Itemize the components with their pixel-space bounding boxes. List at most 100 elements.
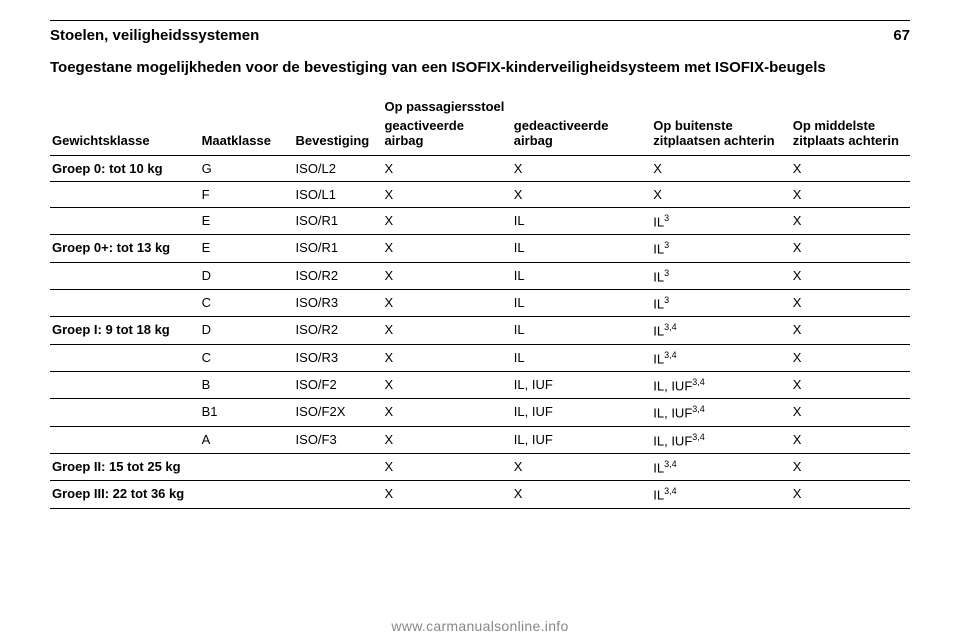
cell-rear-middle: X bbox=[791, 399, 910, 426]
cell-rear-middle: X bbox=[791, 235, 910, 262]
cell-passenger-deactive: IL, IUF bbox=[512, 372, 651, 399]
cell-fix bbox=[294, 481, 383, 508]
cell-rear-outer: IL3 bbox=[651, 290, 790, 317]
cell-passenger-active: X bbox=[382, 317, 511, 344]
cell-weight: Groep I: 9 tot 18 kg bbox=[50, 317, 200, 344]
cell-rear-middle: X bbox=[791, 290, 910, 317]
table-row: Groep I: 9 tot 18 kgDISO/R2XILIL3,4X bbox=[50, 317, 910, 344]
cell-size: E bbox=[200, 208, 294, 235]
cell-rear-middle: X bbox=[791, 156, 910, 182]
cell-rear-middle: X bbox=[791, 481, 910, 508]
cell-rear-outer: IL3,4 bbox=[651, 344, 790, 371]
cell-weight bbox=[50, 399, 200, 426]
cell-fix: ISO/R2 bbox=[294, 262, 383, 289]
cell-fix: ISO/R2 bbox=[294, 317, 383, 344]
cell-passenger-deactive: IL, IUF bbox=[512, 426, 651, 453]
cell-passenger-active: X bbox=[382, 372, 511, 399]
cell-rear-outer-sup: 3 bbox=[664, 240, 669, 250]
cell-rear-outer-sup: 3,4 bbox=[692, 432, 705, 442]
cell-passenger-active: X bbox=[382, 399, 511, 426]
cell-passenger-active: X bbox=[382, 235, 511, 262]
cell-weight: Groep III: 22 tot 36 kg bbox=[50, 481, 200, 508]
col-size: Maatklasse bbox=[200, 96, 294, 155]
cell-rear-outer: IL3 bbox=[651, 208, 790, 235]
table-row: DISO/R2XILIL3X bbox=[50, 262, 910, 289]
cell-rear-middle: X bbox=[791, 317, 910, 344]
cell-passenger-active: X bbox=[382, 481, 511, 508]
cell-weight: Groep 0: tot 10 kg bbox=[50, 156, 200, 182]
cell-rear-middle: X bbox=[791, 262, 910, 289]
table-row: Groep III: 22 tot 36 kgXXIL3,4X bbox=[50, 481, 910, 508]
cell-size bbox=[200, 481, 294, 508]
cell-rear-outer: IL3,4 bbox=[651, 453, 790, 480]
cell-passenger-active: X bbox=[382, 344, 511, 371]
cell-weight bbox=[50, 372, 200, 399]
cell-passenger-deactive: IL, IUF bbox=[512, 399, 651, 426]
cell-passenger-deactive: IL bbox=[512, 235, 651, 262]
cell-passenger-active: X bbox=[382, 426, 511, 453]
cell-size: C bbox=[200, 290, 294, 317]
table-row: CISO/R3XILIL3X bbox=[50, 290, 910, 317]
table-head: Gewichtsklasse Maatklasse Bevestiging Op… bbox=[50, 96, 910, 155]
table-row: EISO/R1XILIL3X bbox=[50, 208, 910, 235]
cell-passenger-active: X bbox=[382, 453, 511, 480]
cell-passenger-deactive: X bbox=[512, 453, 651, 480]
table-row: AISO/F3XIL, IUFIL, IUF3,4X bbox=[50, 426, 910, 453]
cell-rear-outer: IL, IUF3,4 bbox=[651, 399, 790, 426]
table-row: CISO/R3XILIL3,4X bbox=[50, 344, 910, 371]
table-row: Groep 0: tot 10 kgGISO/L2XXXX bbox=[50, 156, 910, 182]
cell-fix: ISO/F2 bbox=[294, 372, 383, 399]
cell-rear-outer: IL, IUF3,4 bbox=[651, 372, 790, 399]
cell-weight bbox=[50, 344, 200, 371]
cell-rear-outer-sup: 3,4 bbox=[664, 350, 677, 360]
col-passenger-deactive: gedeacti­veerde airbag bbox=[512, 115, 651, 156]
cell-passenger-deactive: X bbox=[512, 182, 651, 208]
cell-weight bbox=[50, 426, 200, 453]
cell-weight: Groep II: 15 tot 25 kg bbox=[50, 453, 200, 480]
cell-size: A bbox=[200, 426, 294, 453]
cell-passenger-deactive: IL bbox=[512, 344, 651, 371]
cell-rear-outer: IL3 bbox=[651, 235, 790, 262]
cell-rear-outer-sup: 3 bbox=[664, 213, 669, 223]
cell-passenger-deactive: IL bbox=[512, 208, 651, 235]
cell-size: E bbox=[200, 235, 294, 262]
cell-passenger-deactive: X bbox=[512, 481, 651, 508]
cell-passenger-active: X bbox=[382, 262, 511, 289]
cell-weight bbox=[50, 290, 200, 317]
cell-passenger-active: X bbox=[382, 290, 511, 317]
page-header: Stoelen, veiligheidssystemen 67 bbox=[50, 27, 910, 44]
cell-rear-middle: X bbox=[791, 453, 910, 480]
cell-passenger-deactive: IL bbox=[512, 262, 651, 289]
col-passenger-span: Op passagiersstoel bbox=[382, 96, 651, 115]
cell-fix: ISO/F3 bbox=[294, 426, 383, 453]
col-passenger-active: geactiveerde airbag bbox=[382, 115, 511, 156]
cell-rear-outer-sup: 3,4 bbox=[664, 322, 677, 332]
cell-rear-outer-sup: 3 bbox=[664, 268, 669, 278]
cell-size bbox=[200, 453, 294, 480]
section-title: Toegestane mogelijkheden voor de bevesti… bbox=[50, 58, 910, 78]
cell-size: F bbox=[200, 182, 294, 208]
table-row: FISO/L1XXXX bbox=[50, 182, 910, 208]
cell-rear-middle: X bbox=[791, 426, 910, 453]
footer-url: www.carmanualsonline.info bbox=[0, 618, 960, 634]
cell-size: B bbox=[200, 372, 294, 399]
cell-passenger-deactive: IL bbox=[512, 290, 651, 317]
table-head-row-1: Gewichtsklasse Maatklasse Bevestiging Op… bbox=[50, 96, 910, 115]
col-fix: Bevestiging bbox=[294, 96, 383, 155]
cell-size: B1 bbox=[200, 399, 294, 426]
cell-passenger-deactive: IL bbox=[512, 317, 651, 344]
cell-size: C bbox=[200, 344, 294, 371]
cell-fix: ISO/L1 bbox=[294, 182, 383, 208]
cell-rear-outer-sup: 3,4 bbox=[692, 404, 705, 414]
cell-passenger-deactive: X bbox=[512, 156, 651, 182]
cell-rear-outer: X bbox=[651, 182, 790, 208]
cell-rear-middle: X bbox=[791, 344, 910, 371]
cell-rear-outer: IL3,4 bbox=[651, 481, 790, 508]
cell-rear-outer: IL3,4 bbox=[651, 317, 790, 344]
cell-rear-outer-sup: 3,4 bbox=[664, 486, 677, 496]
cell-passenger-active: X bbox=[382, 156, 511, 182]
cell-passenger-active: X bbox=[382, 182, 511, 208]
page-container: Stoelen, veiligheidssystemen 67 Toegesta… bbox=[0, 0, 960, 519]
cell-fix bbox=[294, 453, 383, 480]
cell-rear-middle: X bbox=[791, 208, 910, 235]
